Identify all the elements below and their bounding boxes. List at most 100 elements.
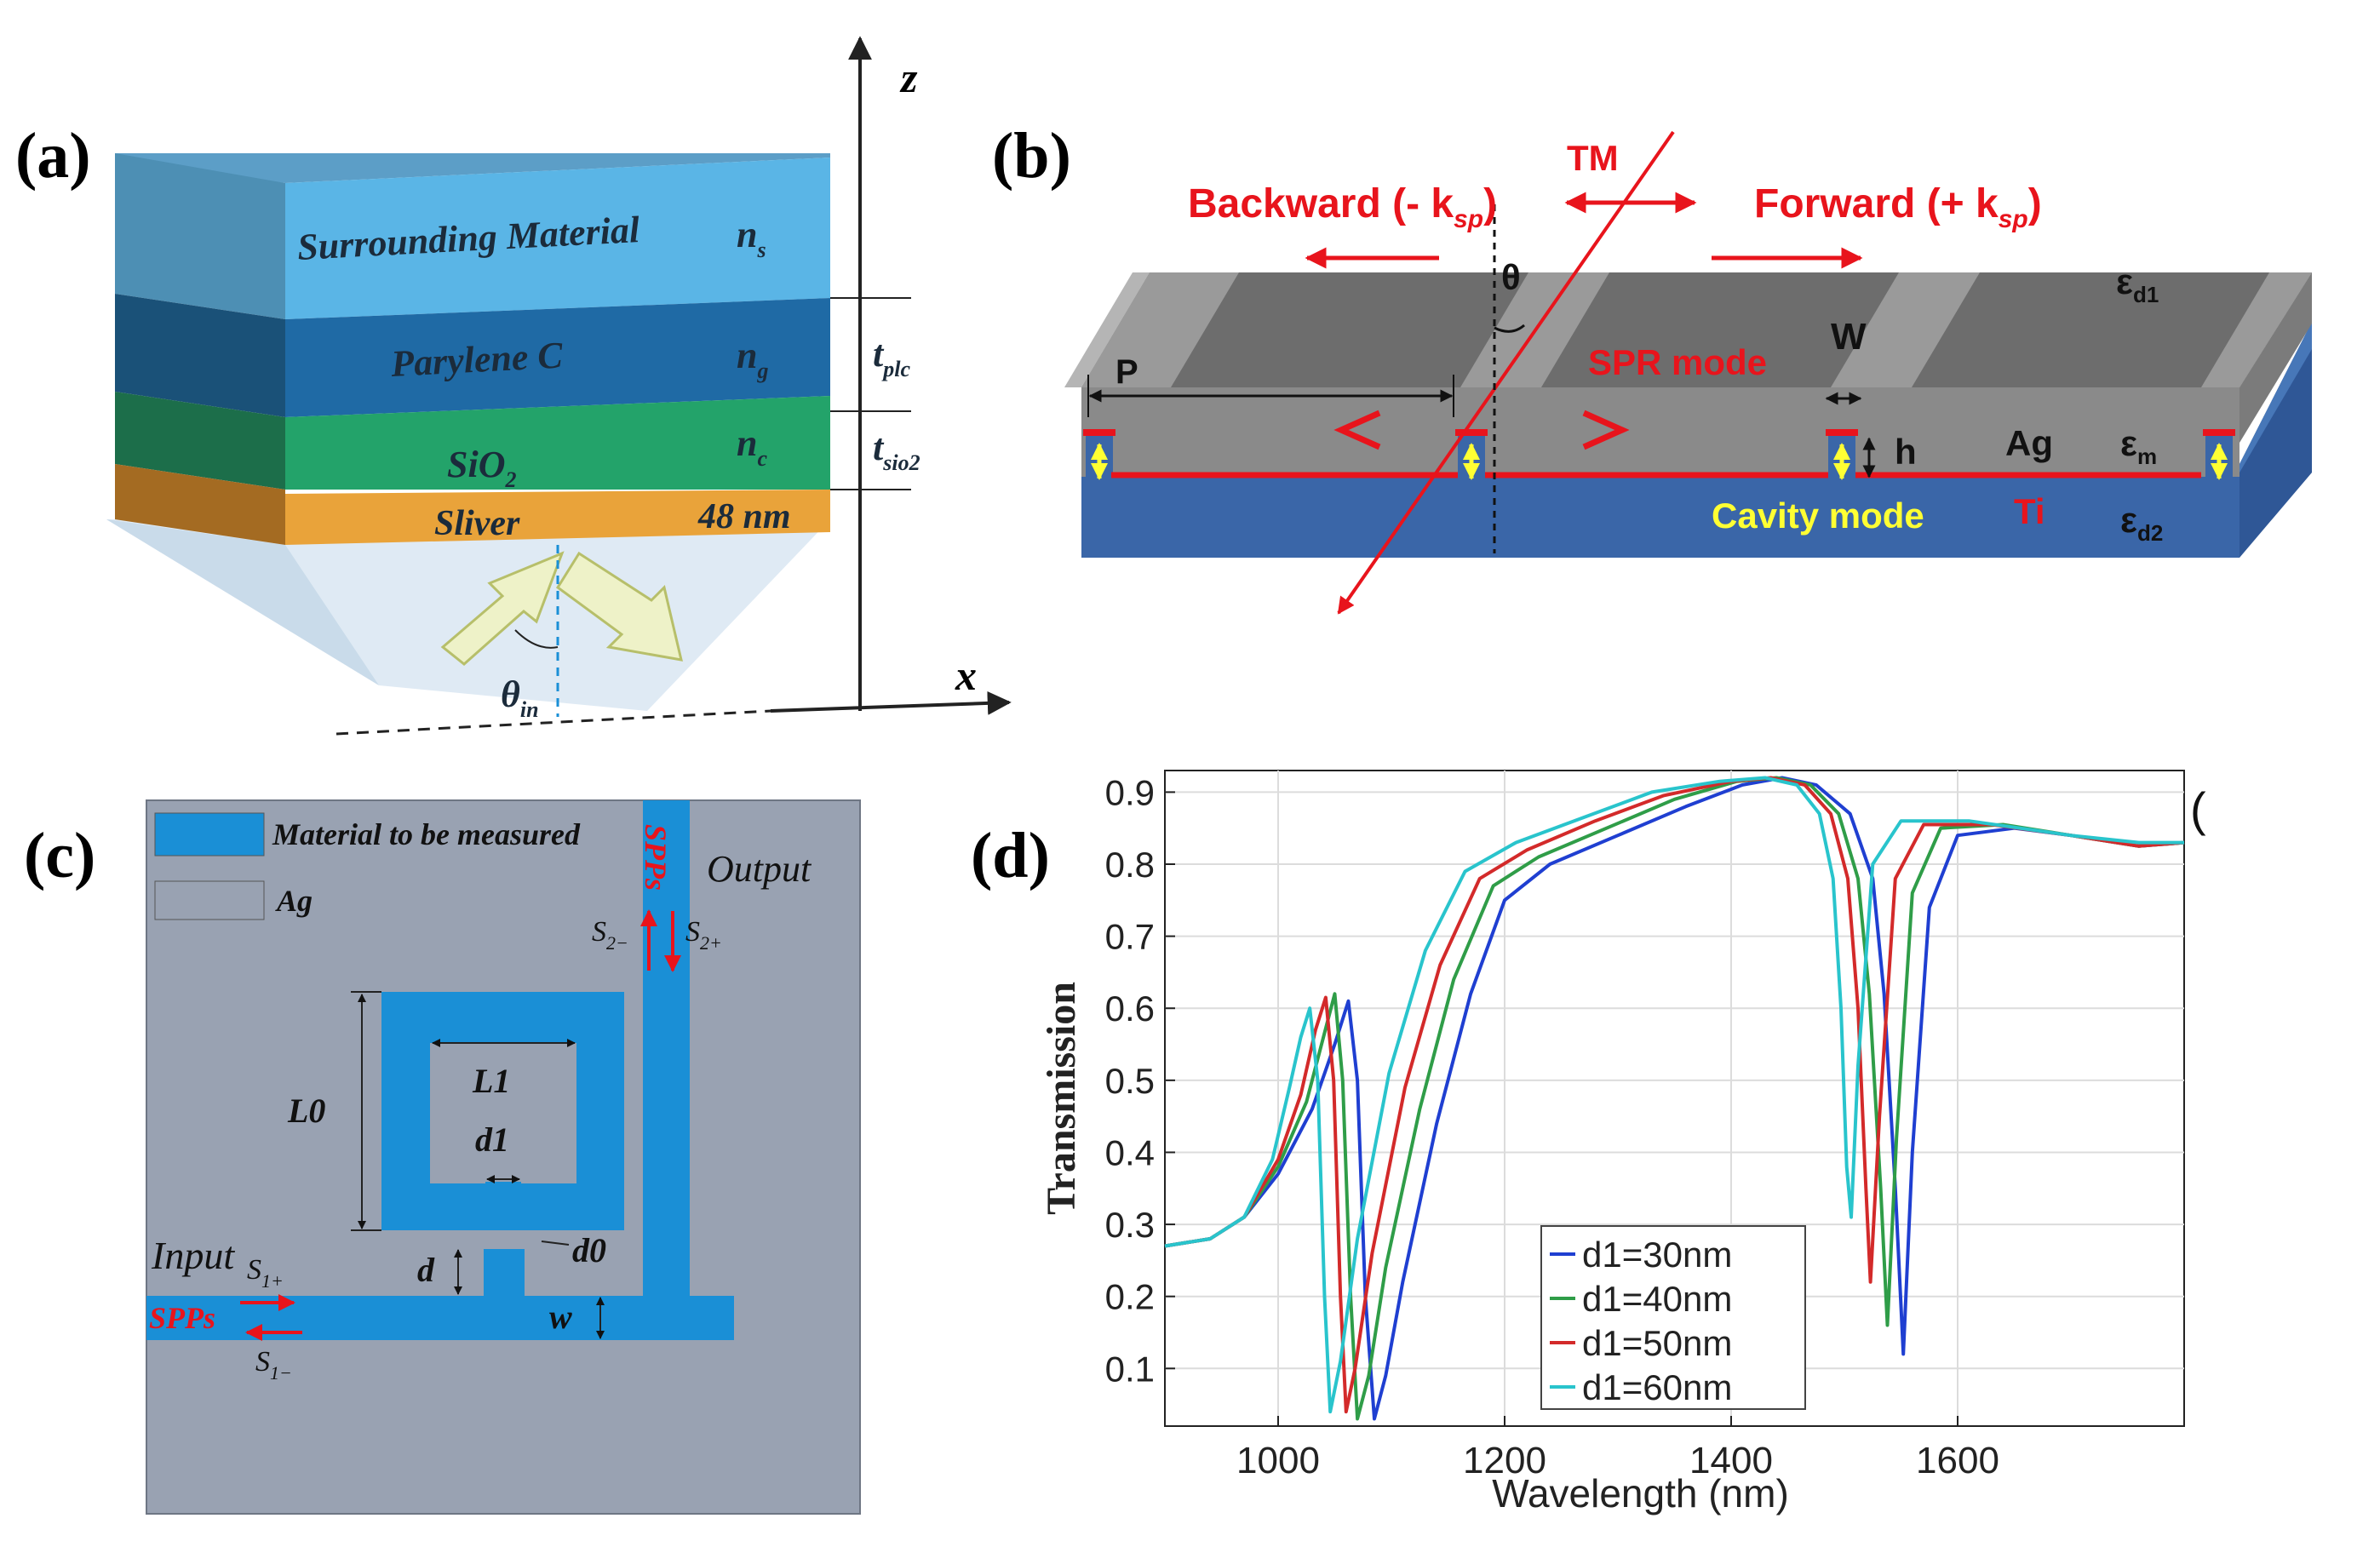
x-tick-label: 1600	[1916, 1440, 1999, 1481]
legend-material-label: Material to be measured	[272, 817, 581, 851]
y-tick-label: 0.9	[1105, 772, 1155, 812]
panel-b-label: (b)	[992, 120, 1071, 192]
legend-box	[1540, 1225, 1806, 1410]
eps-m-label: εm	[2120, 423, 2157, 469]
y-tick-label: 0.5	[1105, 1061, 1155, 1101]
theta-in-label: θin	[501, 673, 539, 722]
x-tick-label: 1200	[1463, 1440, 1546, 1481]
t-sio2-label: tsio2	[873, 427, 920, 475]
output-label: Output	[707, 848, 812, 890]
panel-a: (a) z x Surrounding Material ns Parylene…	[15, 36, 1012, 736]
x-axis-label: x	[955, 651, 977, 699]
substrate-side	[2239, 322, 2312, 558]
spr-mode-label: SPR mode	[1588, 342, 1767, 382]
substrate-front	[1081, 464, 2239, 558]
substrate-top-right	[2239, 322, 2312, 473]
panel-b: (b)	[992, 120, 2312, 615]
ridge-1-top	[1064, 272, 1150, 387]
d1-label: d1	[475, 1120, 509, 1159]
ridge-3	[1831, 272, 1980, 387]
series-line	[1164, 776, 2185, 1414]
legend-label: d1=60nm	[1582, 1367, 1732, 1407]
spr-chevron-right	[1582, 410, 1630, 450]
y-tick-label: 0.1	[1105, 1349, 1155, 1389]
panel-d-edge-mark: (	[2190, 782, 2206, 836]
legend-label: d1=30nm	[1582, 1235, 1732, 1275]
parylene-n: ng	[737, 335, 768, 383]
cavity-mode-label: Cavity mode	[1712, 496, 1924, 536]
layer-surrounding-top-face	[115, 153, 830, 183]
x-tick-label: 1000	[1236, 1440, 1320, 1481]
w-label: W	[1831, 316, 1867, 358]
incident-beam-arrow	[440, 551, 565, 666]
backward-label: Backward (- ksp)	[1188, 181, 1497, 233]
panel-d-label: (d)	[971, 820, 1050, 891]
prism-shade	[106, 519, 379, 685]
x-axis-dashed	[335, 709, 771, 736]
legend-ag-swatch	[154, 880, 265, 920]
panel-c: (c) Material to be measured Ag L0 L1 d1 …	[24, 799, 861, 1515]
metal-top-face	[1081, 272, 2312, 387]
layer-silver-side	[115, 464, 285, 545]
d1-slot	[485, 1182, 521, 1183]
sio2-label: SiO2	[447, 444, 516, 492]
eps-d1-label: εd1	[2116, 261, 2159, 307]
output-waveguide	[643, 800, 690, 1297]
d0-gap	[467, 1230, 542, 1249]
layer-silver-front	[285, 490, 830, 545]
y-tick-label: 0.7	[1105, 917, 1155, 957]
y-tick-label: 0.8	[1105, 845, 1155, 885]
silver-thickness: 48 nm	[697, 497, 791, 536]
coupler-bar	[484, 1249, 525, 1296]
incidence-angle-arc	[514, 629, 559, 649]
theta-label: θ	[1501, 257, 1521, 297]
ring-inner	[430, 1043, 576, 1183]
w-label-c: w	[549, 1298, 572, 1336]
d-label: d	[417, 1251, 435, 1289]
layer-parylene-front	[285, 298, 830, 417]
input-label: Input	[151, 1234, 235, 1277]
p-label: P	[1115, 353, 1138, 391]
legend-label: d1=40nm	[1582, 1279, 1732, 1319]
metal-side	[2239, 272, 2312, 443]
forward-label: Forward (+ ksp)	[1754, 181, 2042, 233]
s1-minus-label: S1−	[255, 1346, 292, 1384]
layer-surrounding-front	[285, 158, 830, 319]
spps-input-label: SPPs	[149, 1301, 215, 1335]
h-label: h	[1895, 432, 1917, 472]
s2-plus-label: S2+	[685, 916, 722, 954]
d0-leader	[541, 1240, 570, 1246]
sio2-n: nc	[737, 422, 767, 471]
y-tick-label: 0.3	[1105, 1205, 1155, 1245]
s2-minus-label: S2−	[592, 916, 628, 954]
y-tick-label: 0.6	[1105, 988, 1155, 1028]
ridge-1	[1081, 272, 1239, 387]
ti-label: Ti	[2014, 491, 2045, 531]
legend-label: d1=50nm	[1582, 1323, 1732, 1363]
surrounding-n: ns	[737, 214, 766, 262]
layer-surrounding-side	[115, 153, 285, 319]
eps-d2-label: εd2	[2120, 500, 2163, 546]
panel-d: (d) ( 1000 1200 1400 1600 0.1 0.2 0.3 0.4 0.5 0.6…	[971, 770, 2206, 1515]
spps-output-label: SPPs	[639, 824, 673, 891]
s1-plus-label: S1+	[247, 1254, 284, 1292]
spr-chevron-left	[1333, 410, 1381, 450]
x-axis-title: Wavelength (nm)	[1492, 1471, 1789, 1515]
metal-front	[1081, 387, 2239, 477]
l0-label: L0	[287, 1091, 325, 1130]
ring-gap	[485, 1183, 521, 1230]
d0-label: d0	[572, 1231, 606, 1269]
panel-a-label: (a)	[15, 120, 91, 192]
bus-waveguide	[146, 1296, 734, 1340]
layer-sio2-front	[285, 396, 830, 490]
parylene-label: Parylene C	[389, 334, 565, 385]
y-tick-label: 0.2	[1105, 1277, 1155, 1317]
layer-parylene-side	[115, 294, 285, 417]
ridge-4	[2201, 272, 2312, 387]
z-axis-label: z	[899, 54, 918, 101]
x-axis	[770, 690, 1012, 715]
y-axis-title: Transmission	[1039, 982, 1084, 1215]
tm-label: TM	[1567, 138, 1619, 178]
panel-c-label: (c)	[24, 820, 95, 891]
ag-label: Ag	[2005, 423, 2053, 463]
